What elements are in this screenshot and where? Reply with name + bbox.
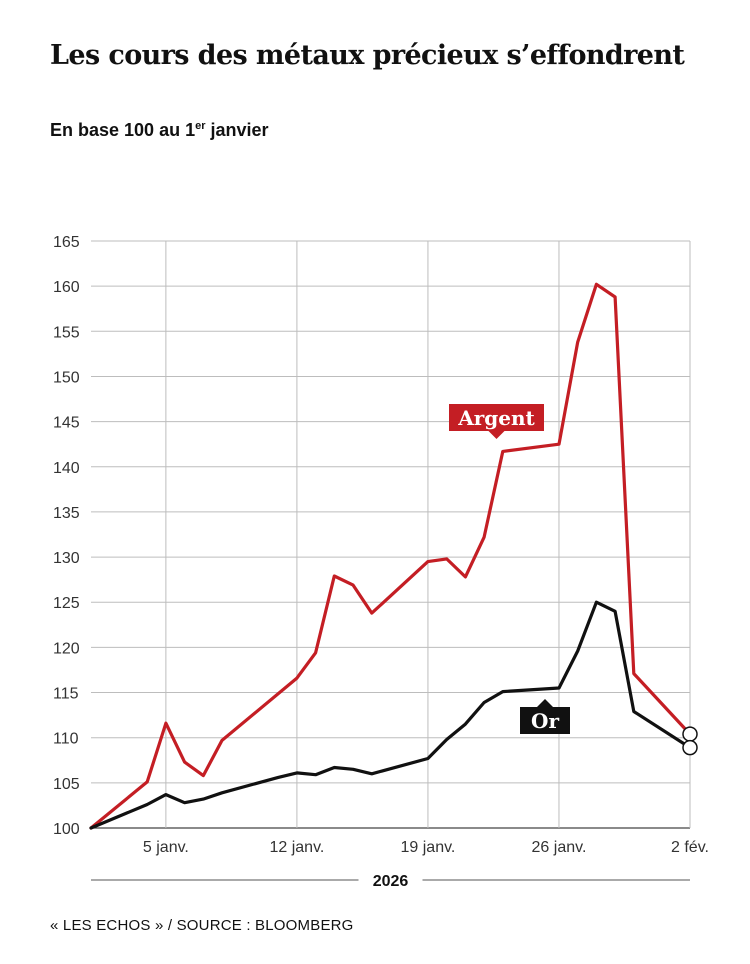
x-tick-label: 2 fév. — [671, 839, 709, 856]
label-layer: Argent Or — [449, 404, 570, 734]
y-tick-label: 135 — [53, 505, 80, 522]
series-label-argent-box — [449, 404, 544, 431]
chart-title: Les cours des métaux précieux s’effondre… — [50, 40, 685, 71]
x-tick-label: 12 janv. — [269, 839, 324, 856]
y-tick-label: 125 — [53, 595, 80, 612]
y-tick-label: 150 — [53, 369, 80, 386]
series-layer — [89, 282, 698, 830]
y-tick-label: 130 — [53, 550, 80, 567]
series-label-argent-text: Argent — [457, 406, 535, 430]
y-tick-label: 110 — [53, 731, 79, 748]
subtitle-text-after: janvier — [205, 120, 269, 140]
x-tick-label: 5 janv. — [143, 839, 189, 856]
y-tick-label: 145 — [53, 415, 80, 432]
x-tick-label: 19 janv. — [401, 839, 456, 856]
chart-subtitle: En base 100 au 1er janvier — [50, 120, 269, 141]
subtitle-text: En base 100 au 1 — [50, 120, 196, 140]
subtitle-superscript: er — [195, 120, 206, 132]
grid-layer — [91, 240, 691, 829]
year-label: 2026 — [373, 873, 409, 890]
x-tick-label: 26 janv. — [532, 839, 587, 856]
series-label-or: Or — [520, 699, 570, 734]
series-label-or-pointer — [537, 699, 553, 707]
y-tick-label: 120 — [53, 640, 80, 657]
source-note: « LES ECHOS » / SOURCE : BLOOMBERG — [50, 917, 354, 934]
y-tick-label: 115 — [53, 686, 79, 703]
series-label-or-box — [520, 707, 570, 734]
series-endpoint-or — [682, 739, 698, 756]
series-label-argent: Argent — [449, 404, 544, 439]
series-line-or — [89, 600, 692, 830]
y-tick-label: 160 — [53, 279, 80, 296]
y-tick-label: 165 — [53, 234, 80, 251]
series-label-argent-pointer — [488, 431, 505, 439]
y-tick-label: 140 — [53, 460, 80, 477]
y-tick-label: 100 — [53, 821, 80, 838]
series-endpoint-argent — [682, 726, 698, 742]
series-label-or-text: Or — [531, 709, 559, 733]
series-line-argent — [89, 282, 692, 830]
axis-layer: 100 105 110 115 120 125 130 135 140 145 150 155 160 1… — [53, 234, 709, 890]
y-tick-label: 105 — [53, 776, 80, 793]
y-tick-label: 155 — [53, 324, 80, 341]
line-chart: 100 105 110 115 120 125 130 135 140 145 150 155 160 1… — [53, 234, 709, 890]
